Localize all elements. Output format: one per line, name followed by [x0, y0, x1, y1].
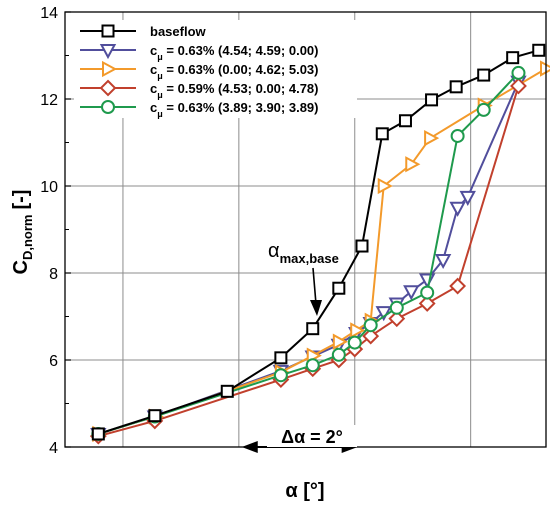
alpha-max-base-arrowhead	[310, 300, 322, 316]
series-0-point-5	[332, 281, 346, 295]
series-3-point-10	[510, 77, 527, 95]
series-0-point-11	[477, 68, 491, 82]
series-4-point-8	[420, 285, 435, 300]
delta-alpha-label-bg	[267, 425, 357, 447]
series-0-point-13	[532, 43, 546, 57]
legend-label-2: cμ = 0.63% (0.00; 4.62; 5.03)	[150, 62, 318, 81]
alpha-max-base-symbol: α	[268, 240, 280, 262]
y-axis-title: CD,norm [-]	[10, 190, 35, 275]
series-4-point-2	[273, 368, 288, 383]
legend-label-4: cμ = 0.63% (3.89; 3.90; 3.89)	[150, 100, 318, 119]
legend-value-3: = 0.59% (4.53; 0.00; 4.78)	[163, 81, 319, 96]
y-axis-title-main: C	[10, 260, 32, 274]
legend-c-4: c	[150, 100, 157, 115]
series-0-point-7	[375, 127, 389, 141]
legend-c-3: c	[150, 81, 157, 96]
legend-mu-1: μ	[157, 52, 163, 62]
legend-label-1: cμ = 0.63% (4.54; 4.59; 0.00)	[150, 43, 318, 62]
alpha-max-base-arrow-line	[312, 267, 317, 305]
legend-entry-2: cμ = 0.63% (0.00; 4.62; 5.03)	[80, 60, 318, 81]
legend-label-0: baseflow	[150, 24, 207, 39]
y-axis-title-unit: [-]	[10, 190, 32, 210]
series-0	[91, 43, 546, 441]
series-1-point-12	[449, 201, 466, 217]
alpha-max-base-subscript: max,base	[280, 251, 339, 266]
series-4-point-10	[476, 102, 491, 117]
series-3-point-7	[388, 310, 406, 328]
legend-marker-0	[101, 24, 115, 38]
series-0-point-2	[220, 384, 234, 398]
alpha-max-base-annotation: αmax,base	[268, 240, 339, 316]
series-4-point-6	[363, 318, 378, 333]
series-3-point-6	[362, 327, 380, 345]
series-2-point-7	[377, 177, 393, 195]
series-1-point-9	[403, 285, 420, 301]
legend-c-2: c	[150, 62, 157, 77]
y-tick-label-4: 12	[40, 92, 58, 109]
y-tick-label-3: 10	[40, 179, 58, 196]
series-0-point-0	[91, 427, 105, 441]
series-4-point-4	[331, 347, 346, 362]
series-0-point-9	[425, 93, 439, 107]
series-0-point-6	[355, 239, 369, 253]
series-2-point-5	[350, 322, 366, 339]
y-tick-label-2: 8	[49, 266, 58, 283]
series-0-point-1	[148, 409, 162, 423]
legend-entry-0: baseflow	[80, 24, 207, 39]
series-4-point-3	[305, 358, 320, 373]
delta-alpha-arrow-left	[241, 441, 258, 453]
series-3-point-9	[449, 277, 467, 295]
series-0-point-8	[398, 114, 412, 128]
series-2-point-8	[405, 156, 421, 173]
legend-mu-3: μ	[157, 90, 163, 100]
series-4-point-7	[389, 300, 404, 315]
series-0-point-3	[274, 351, 288, 365]
legend-c-1: c	[150, 43, 157, 58]
y-tick-label-1: 6	[49, 353, 58, 370]
legend-marker-2	[102, 60, 118, 78]
alpha-max-base-label: αmax,base	[268, 240, 339, 266]
delta-alpha-label: Δα = 2°	[281, 427, 343, 447]
series-0-point-12	[506, 51, 520, 65]
series-2-point-4	[332, 333, 348, 350]
series-2-line	[98, 67, 547, 435]
series-2-point-9	[424, 129, 440, 147]
y-axis-title-sub: D,norm	[20, 215, 35, 261]
delta-alpha-annotation: Δα = 2°	[241, 425, 358, 453]
legend-marker-3	[99, 79, 117, 97]
legend-mu-2: μ	[157, 71, 163, 81]
legend-mu-4: μ	[157, 109, 163, 119]
legend-value-1: = 0.63% (4.54; 4.59; 0.00)	[163, 43, 319, 58]
legend-value-4: = 0.63% (3.89; 3.90; 3.89)	[163, 100, 319, 115]
legend-marker-4	[101, 100, 115, 114]
series-4-point-5	[347, 335, 362, 350]
legend-entry-4: cμ = 0.63% (3.89; 3.90; 3.89)	[80, 100, 318, 119]
series-1-point-11	[434, 253, 452, 270]
legend-label-3: cμ = 0.59% (4.53; 0.00; 4.78)	[150, 81, 318, 100]
series-0-point-10	[449, 80, 463, 94]
legend-entry-1: cμ = 0.63% (4.54; 4.59; 0.00)	[80, 43, 318, 62]
y-tick-label-0: 4	[49, 440, 58, 457]
series-3-point-8	[418, 295, 436, 312]
series-0-point-4	[306, 322, 320, 336]
y-tick-label-5: 14	[40, 5, 58, 22]
legend-entry-3: cμ = 0.59% (4.53; 0.00; 4.78)	[80, 79, 318, 100]
legend-marker-1	[99, 44, 117, 60]
y-ticks: 4 6 8 10 12 14	[40, 5, 71, 457]
series-1-point-13	[459, 190, 476, 206]
series-4-point-11	[511, 65, 526, 80]
x-axis-title: α [°]	[285, 480, 324, 502]
series-layer	[89, 43, 550, 445]
legend-value-2: = 0.63% (0.00; 4.62; 5.03)	[163, 62, 319, 77]
series-4-point-9	[450, 128, 465, 143]
